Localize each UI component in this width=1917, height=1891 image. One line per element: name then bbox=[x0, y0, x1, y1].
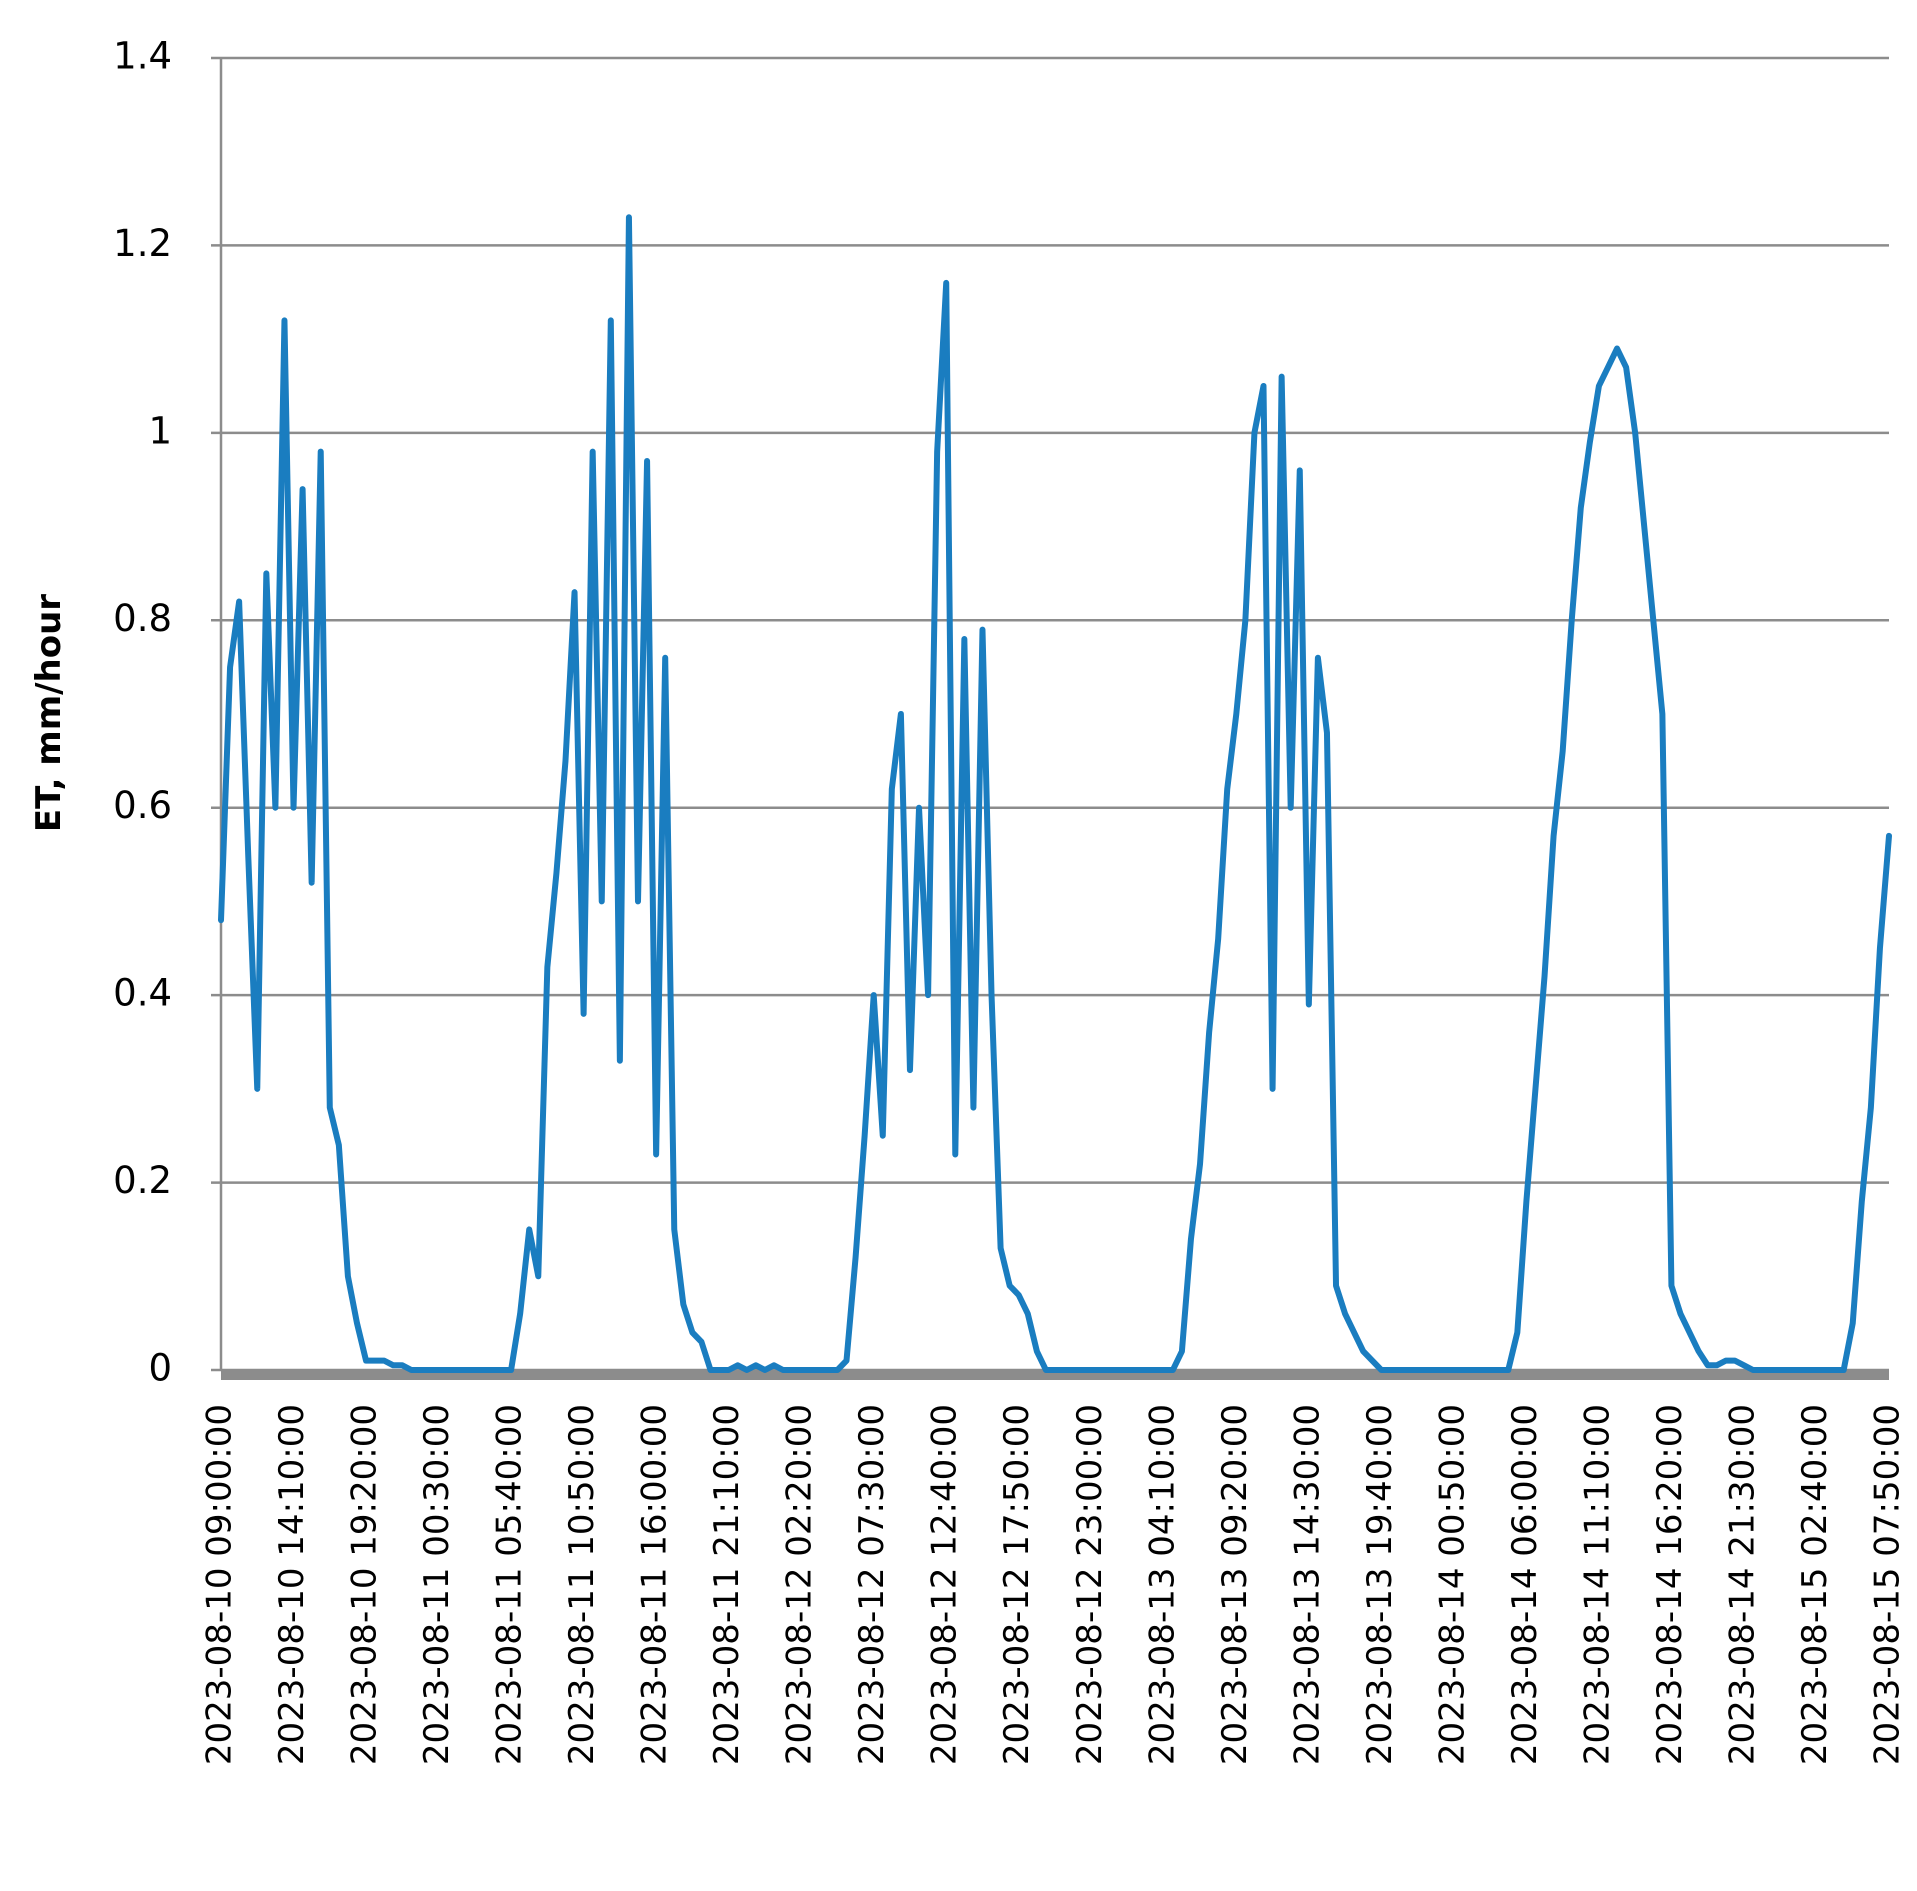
x-tick-label: 2023-08-14 21:30:00 bbox=[1722, 1404, 1762, 1765]
x-tick-label: 2023-08-13 19:40:00 bbox=[1360, 1404, 1400, 1765]
x-tick-label: 2023-08-14 16:20:00 bbox=[1650, 1404, 1690, 1765]
y-tick-label: 0.2 bbox=[113, 1159, 172, 1202]
x-tick-label: 2023-08-11 00:30:00 bbox=[417, 1404, 457, 1765]
x-tick-label: 2023-08-10 19:20:00 bbox=[345, 1404, 385, 1765]
y-tick-label: 1.2 bbox=[113, 222, 172, 265]
y-axis-label: ET, mm/hour bbox=[29, 594, 69, 832]
x-tick-label: 2023-08-13 04:10:00 bbox=[1142, 1404, 1182, 1765]
x-tick-label: 2023-08-14 06:00:00 bbox=[1505, 1404, 1545, 1765]
x-tick-label: 2023-08-11 05:40:00 bbox=[490, 1404, 530, 1765]
x-tick-label: 2023-08-12 23:00:00 bbox=[1070, 1404, 1110, 1765]
x-tick-label: 2023-08-11 16:00:00 bbox=[635, 1404, 675, 1765]
x-tick-label: 2023-08-14 00:50:00 bbox=[1432, 1404, 1472, 1765]
x-tick-label: 2023-08-11 21:10:00 bbox=[707, 1404, 747, 1765]
x-tick-label: 2023-08-12 17:50:00 bbox=[997, 1404, 1037, 1765]
x-tick-label: 2023-08-10 14:10:00 bbox=[272, 1404, 312, 1765]
data-line bbox=[218, 214, 1892, 1373]
x-tick-label: 2023-08-12 02:20:00 bbox=[780, 1404, 820, 1765]
y-tick-label: 1.4 bbox=[113, 35, 172, 78]
x-tick-label: 2023-08-13 14:30:00 bbox=[1287, 1404, 1327, 1765]
x-tick-label: 2023-08-15 02:40:00 bbox=[1795, 1404, 1835, 1765]
x-tick-label: 2023-08-12 07:30:00 bbox=[852, 1404, 892, 1765]
x-tick-label: 2023-08-13 09:20:00 bbox=[1215, 1404, 1255, 1765]
x-tick-label: 2023-08-12 12:40:00 bbox=[925, 1404, 965, 1765]
x-tick-label: 2023-08-14 11:10:00 bbox=[1577, 1404, 1617, 1765]
y-tick-label: 0.8 bbox=[113, 597, 172, 640]
y-tick-label: 0.6 bbox=[113, 784, 172, 827]
x-tick-label: 2023-08-10 09:00:00 bbox=[200, 1404, 240, 1765]
y-tick-label: 1 bbox=[148, 409, 172, 452]
y-tick-label: 0.4 bbox=[113, 972, 172, 1015]
y-tick-label: 0 bbox=[148, 1347, 172, 1390]
x-tick-label: 2023-08-15 07:50:00 bbox=[1868, 1404, 1908, 1765]
x-tick-label: 2023-08-11 10:50:00 bbox=[562, 1404, 602, 1765]
